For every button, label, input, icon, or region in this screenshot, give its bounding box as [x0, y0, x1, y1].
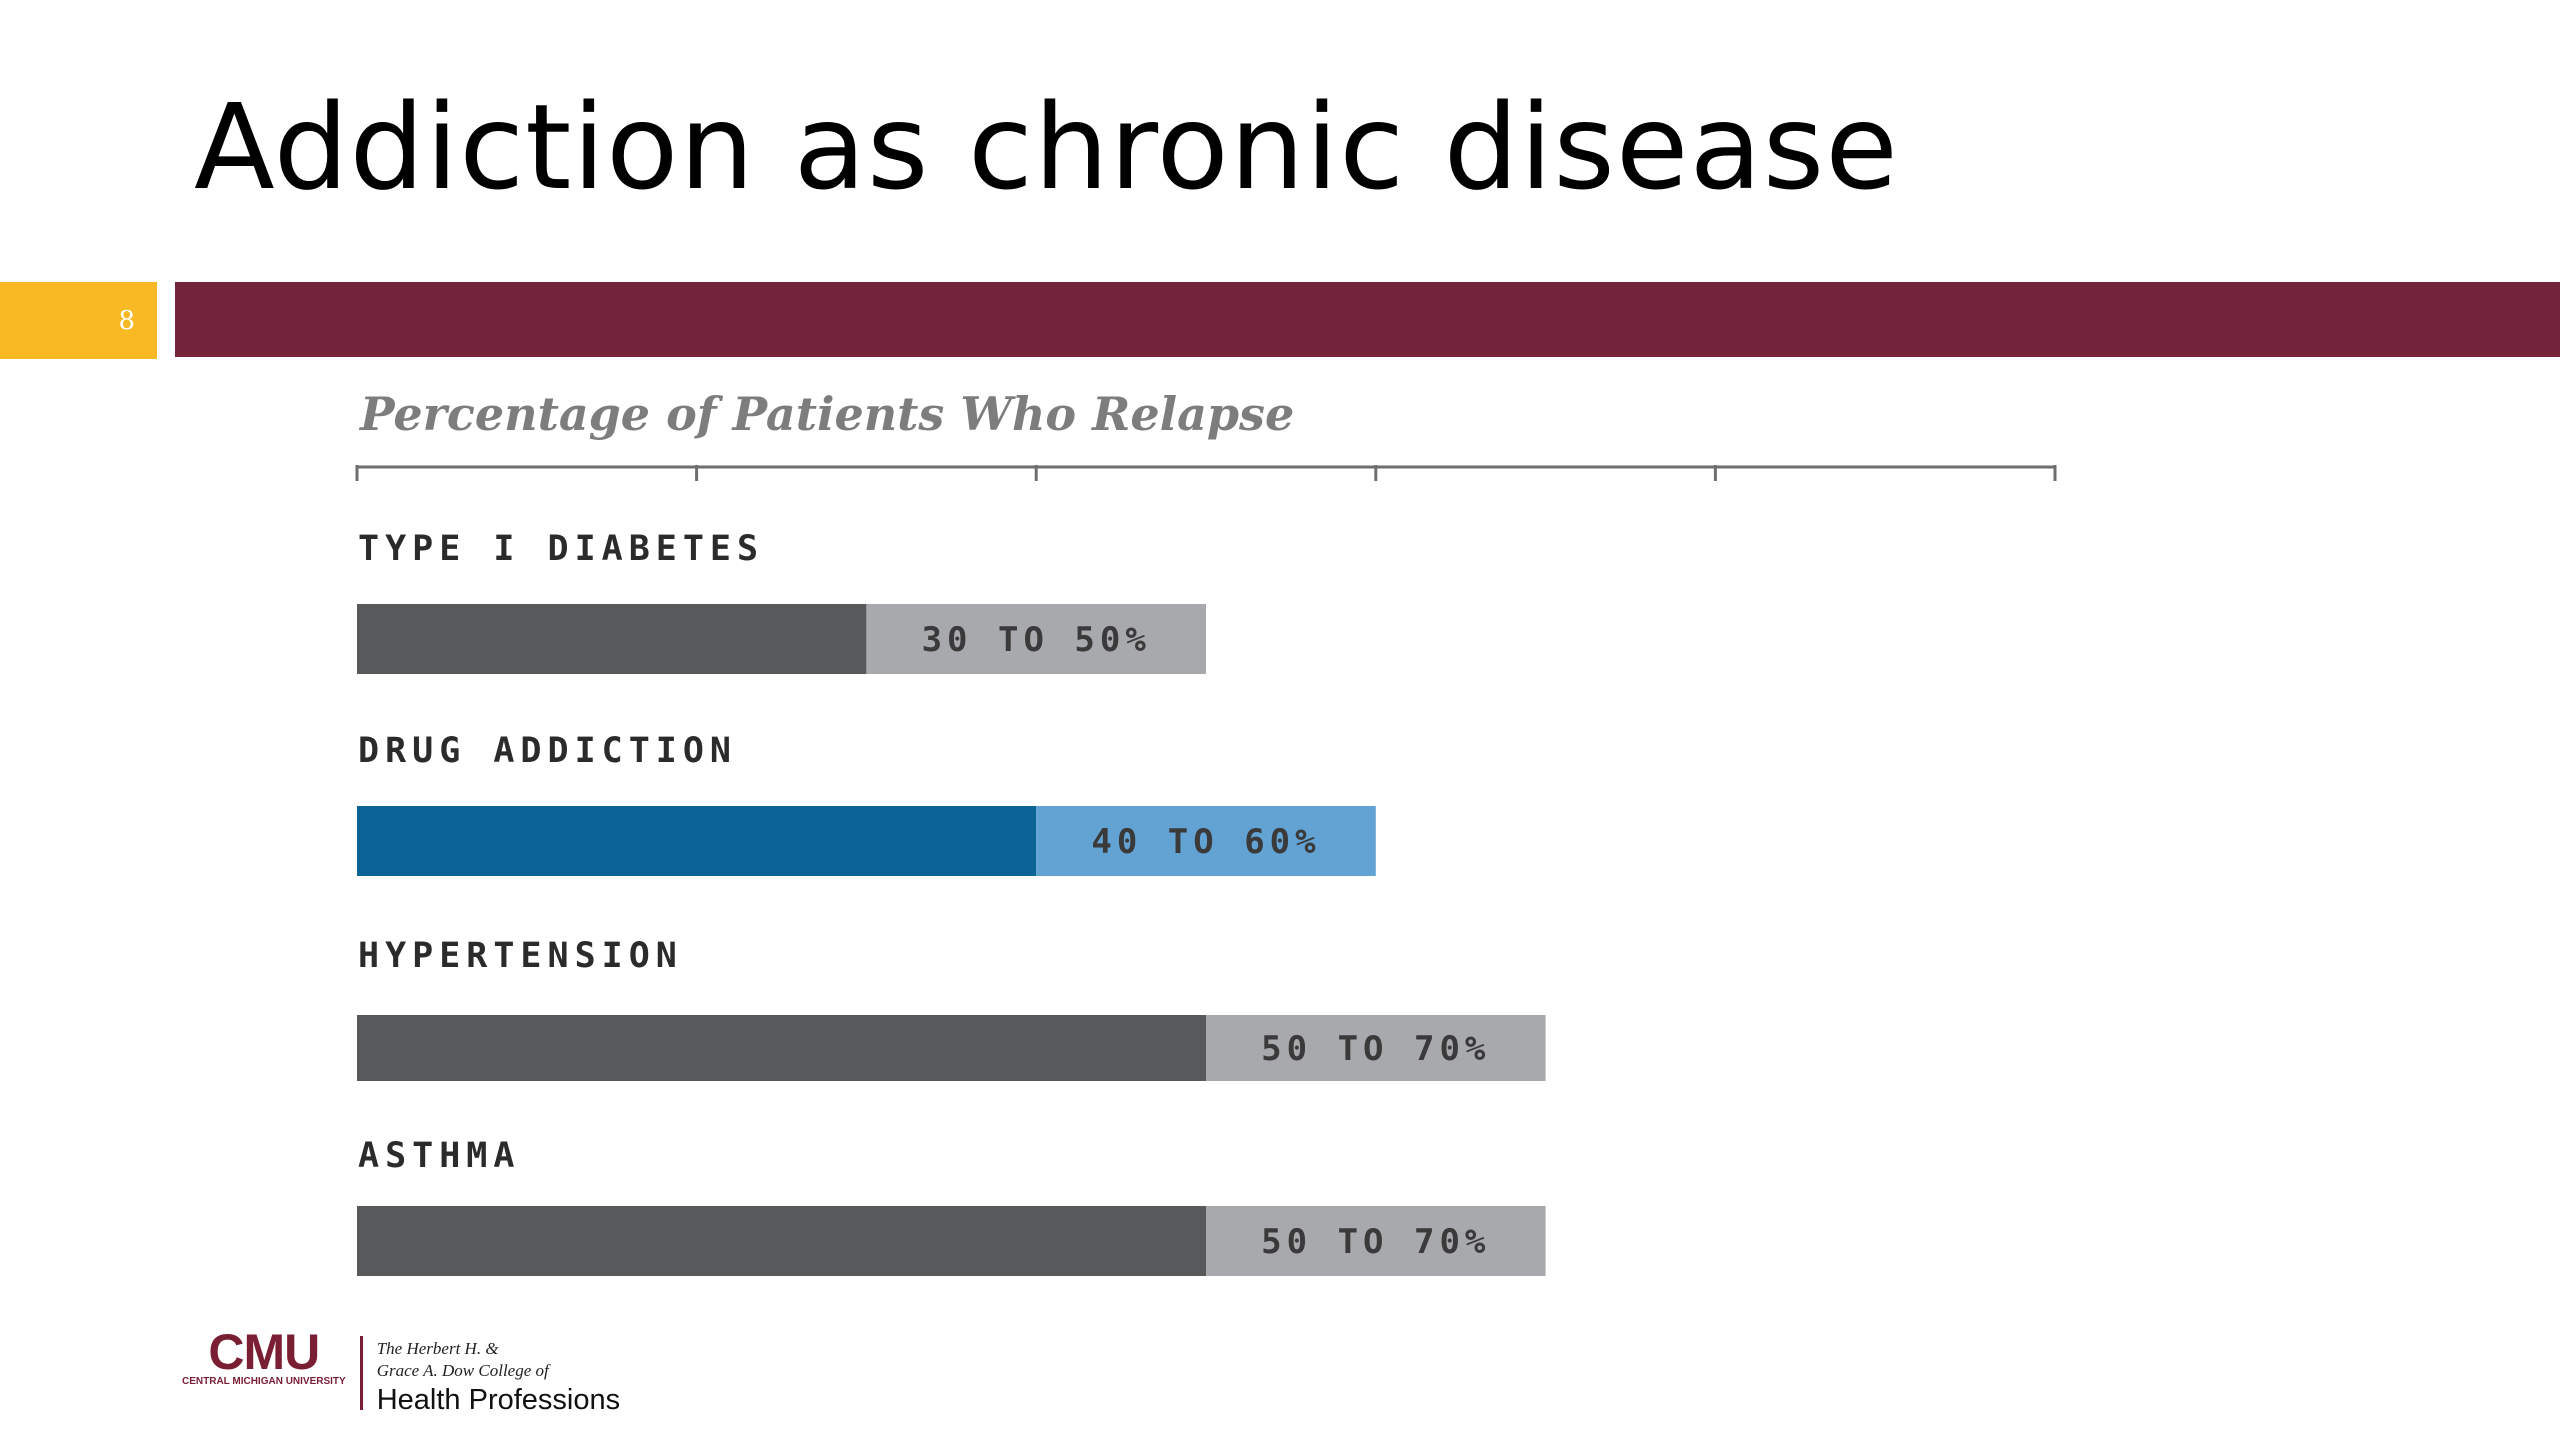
- category-label: DRUG ADDICTION: [358, 731, 737, 771]
- bar-certain-0: [357, 604, 867, 674]
- category-label: ASTHMA: [358, 1136, 520, 1176]
- title-banner: [175, 282, 2560, 357]
- cmu-subtitle: CENTRAL MICHIGAN UNIVERSITY: [182, 1376, 346, 1387]
- bar-range-3: [1206, 1206, 1546, 1276]
- bar-range-0: [866, 604, 1206, 674]
- bar-certain-2: [357, 1015, 1206, 1081]
- cmu-logo: CMU CENTRAL MICHIGAN UNIVERSITY The Herb…: [182, 1324, 620, 1418]
- data-label: 50 TO 70%: [1261, 1222, 1490, 1262]
- cmu-wordmark: CMU: [208, 1324, 320, 1380]
- bar-range-2: [1206, 1015, 1546, 1081]
- bar-certain-1: [357, 806, 1037, 876]
- data-label: 50 TO 70%: [1261, 1029, 1490, 1069]
- bar-range-1: [1036, 806, 1376, 876]
- bar-certain-3: [357, 1206, 1206, 1276]
- category-label: HYPERTENSION: [358, 936, 683, 976]
- data-label: 30 TO 50%: [922, 620, 1151, 660]
- category-label: TYPE I DIABETES: [358, 529, 764, 569]
- slide-title: Addiction as chronic disease: [194, 78, 1899, 216]
- college-name: The Herbert H. & Grace A. Dow College of…: [377, 1328, 620, 1418]
- college-line-1: The Herbert H. &: [376, 1339, 499, 1358]
- college-line-3: Health Professions: [376, 1384, 621, 1416]
- logo-divider: [359, 1336, 363, 1410]
- data-label: 40 TO 60%: [1091, 822, 1320, 862]
- cmu-logo-mark: CMU CENTRAL MICHIGAN UNIVERSITY: [182, 1324, 346, 1388]
- chart-title: Percentage of Patients Who Relapse: [358, 387, 1294, 441]
- college-line-2: Grace A. Dow College of: [376, 1361, 549, 1380]
- page-number: 8: [118, 305, 135, 336]
- page-number-tab: 8: [0, 282, 157, 359]
